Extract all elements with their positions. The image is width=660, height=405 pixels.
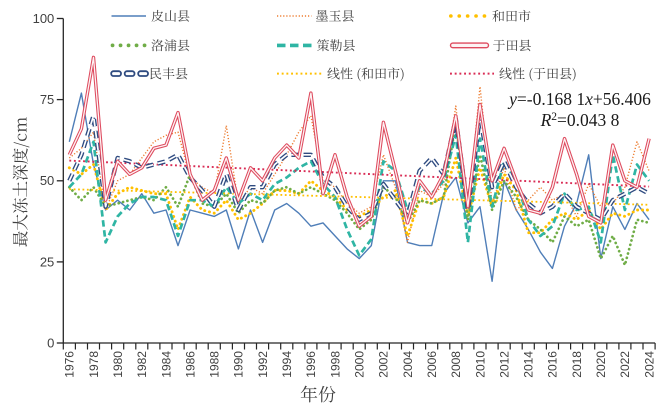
- svg-text:2020: 2020: [594, 351, 608, 378]
- svg-text:2022: 2022: [618, 351, 632, 378]
- svg-text:1980: 1980: [111, 351, 125, 378]
- svg-text:1976: 1976: [63, 351, 77, 378]
- svg-text:1986: 1986: [183, 351, 197, 378]
- svg-text:75: 75: [40, 92, 54, 107]
- svg-text:25: 25: [40, 254, 54, 269]
- svg-text:2010: 2010: [473, 351, 487, 378]
- svg-text:1996: 1996: [304, 351, 318, 378]
- svg-text:2018: 2018: [570, 351, 584, 378]
- svg-text:0: 0: [47, 335, 54, 350]
- svg-text:1984: 1984: [159, 351, 173, 378]
- svg-text:2000: 2000: [353, 351, 367, 378]
- svg-text:2008: 2008: [449, 351, 463, 378]
- svg-text:2002: 2002: [377, 351, 391, 378]
- svg-text:2024: 2024: [642, 351, 656, 378]
- svg-text:1978: 1978: [87, 351, 101, 378]
- svg-text:R2=0.043 8: R2=0.043 8: [540, 110, 620, 130]
- svg-text:1998: 1998: [328, 351, 342, 378]
- svg-text:2012: 2012: [497, 351, 511, 378]
- svg-text:2014: 2014: [522, 351, 536, 378]
- svg-text:2006: 2006: [425, 351, 439, 378]
- svg-text:1994: 1994: [280, 351, 294, 378]
- svg-text:1982: 1982: [135, 351, 149, 378]
- svg-text:1990: 1990: [232, 351, 246, 378]
- svg-text:2016: 2016: [546, 351, 560, 378]
- svg-text:50: 50: [40, 173, 54, 188]
- svg-text:1988: 1988: [208, 351, 222, 378]
- svg-text:100: 100: [33, 11, 55, 26]
- svg-text:y=-0.168 1x+56.406: y=-0.168 1x+56.406: [507, 89, 651, 109]
- svg-text:1992: 1992: [256, 351, 270, 378]
- svg-text:2004: 2004: [401, 351, 415, 378]
